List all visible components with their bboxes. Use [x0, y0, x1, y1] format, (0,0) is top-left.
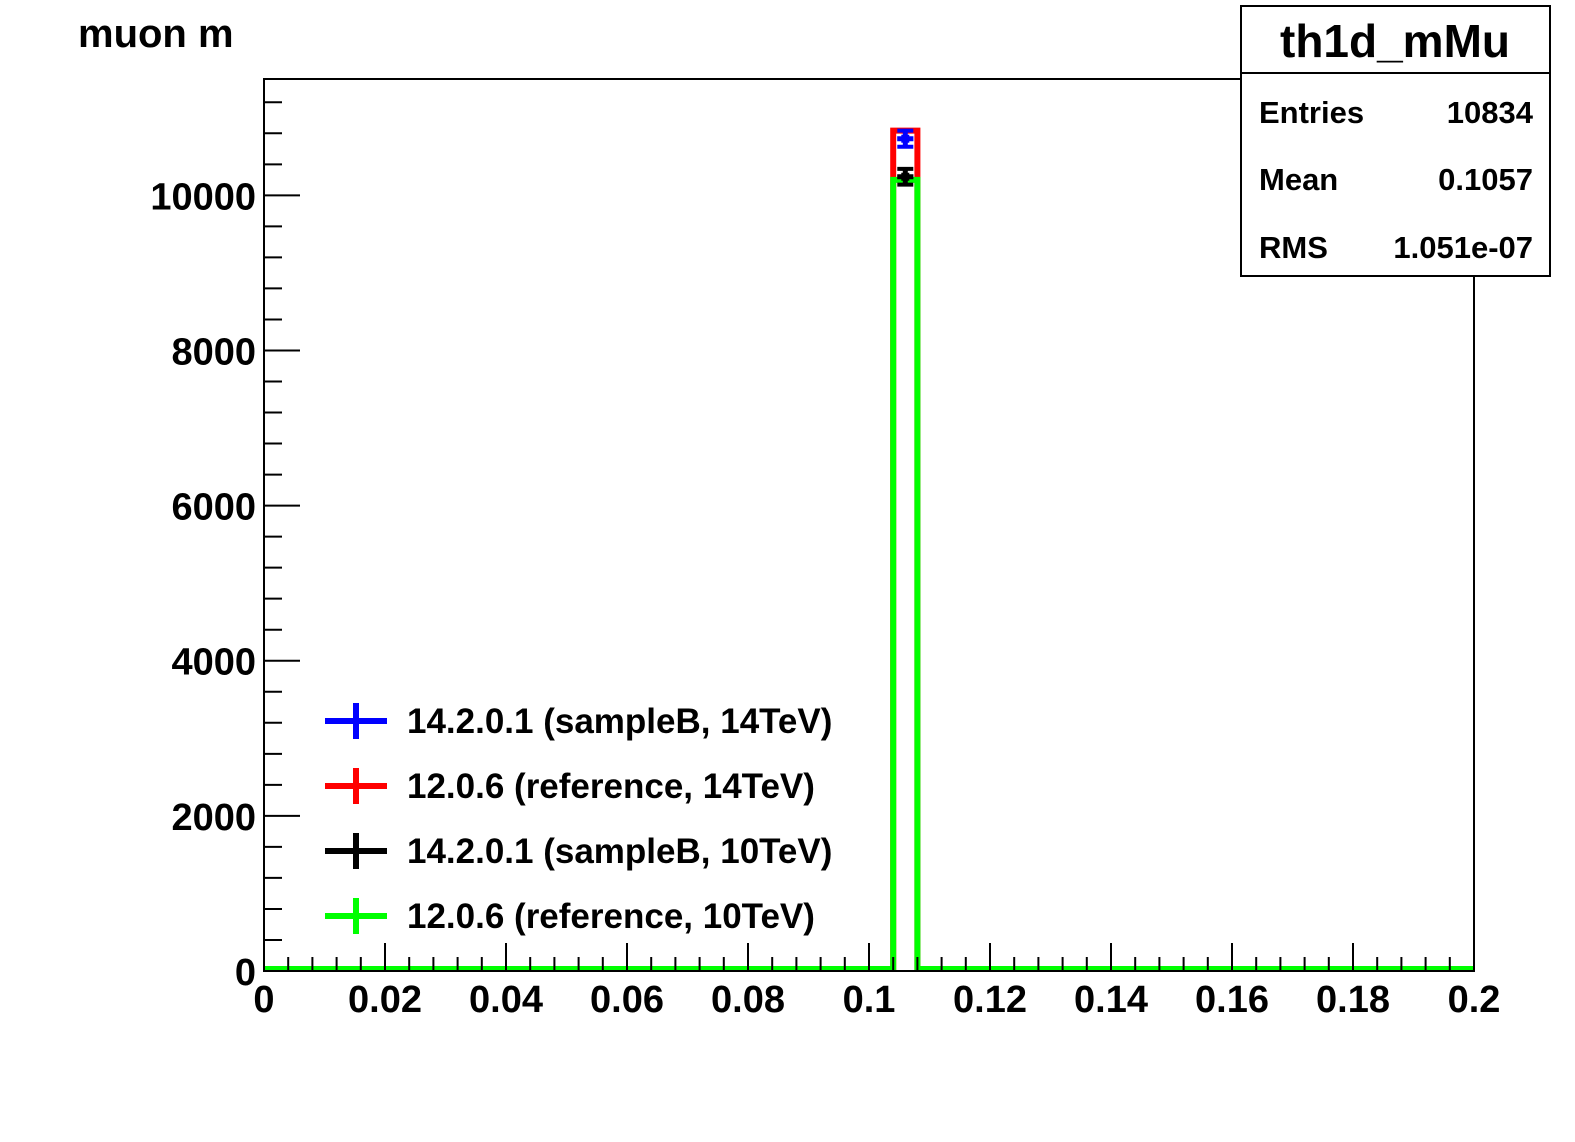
y-tick-label: 2000: [171, 797, 256, 839]
x-axis: 0 0.02 0.04 0.06 0.08 0.1 0.12 0.14 0.16 0.18 0.2: [253, 943, 1500, 1021]
stats-box-name: th1d_mMu: [1280, 15, 1510, 67]
legend-label-1: 12.0.6 (reference, 14TeV): [407, 767, 815, 806]
stats-box-frame: [1240, 5, 1551, 277]
x-tick-label: 0.1: [843, 979, 896, 1021]
stats-mean-value: 0.1057: [1438, 162, 1533, 197]
x-tick-label: 0.04: [469, 979, 543, 1021]
stats-entries-value: 10834: [1447, 95, 1534, 130]
legend-label-2: 14.2.0.1 (sampleB, 10TeV): [407, 832, 832, 871]
plot-area: [264, 127, 1474, 972]
legend-entry-0: 14.2.0.1 (sampleB, 14TeV): [325, 702, 832, 741]
x-tick-label: 0.08: [711, 979, 785, 1021]
y-tick-label: 6000: [171, 487, 256, 529]
x-tick-label: 0.14: [1074, 979, 1148, 1021]
x-tick-label: 0.12: [953, 979, 1027, 1021]
x-tick-label: 0.06: [590, 979, 664, 1021]
chart-title: muon m: [78, 12, 234, 56]
data-point-sampleb-10tev: [901, 172, 910, 181]
legend-label-0: 14.2.0.1 (sampleB, 14TeV): [407, 702, 832, 741]
x-tick-label: 0.18: [1316, 979, 1390, 1021]
stats-rms-label: RMS: [1259, 230, 1328, 265]
data-point-sampleb-14tev: [901, 134, 910, 143]
stats-entries-label: Entries: [1259, 95, 1364, 130]
x-tick-label: 0.16: [1195, 979, 1269, 1021]
x-tick-label: 0.02: [348, 979, 422, 1021]
y-tick-label: 4000: [171, 642, 256, 684]
x-tick-label: 0: [253, 979, 274, 1021]
stats-mean-label: Mean: [1259, 162, 1338, 197]
legend-entry-3: 12.0.6 (reference, 10TeV): [325, 897, 815, 936]
y-tick-label: 10000: [150, 176, 256, 218]
y-tick-label: 8000: [171, 331, 256, 373]
legend-label-3: 12.0.6 (reference, 10TeV): [407, 897, 815, 936]
legend: 14.2.0.1 (sampleB, 14TeV) 12.0.6 (refere…: [325, 702, 832, 936]
stats-box: th1d_mMu Entries 10834 Mean 0.1057 RMS 1…: [1240, 5, 1551, 277]
x-tick-label: 0.2: [1448, 979, 1501, 1021]
y-tick-label: 0: [235, 952, 256, 994]
y-axis: 0 2000 4000 6000 8000 10000: [150, 101, 300, 994]
legend-entry-2: 14.2.0.1 (sampleB, 10TeV): [325, 832, 832, 871]
legend-entry-1: 12.0.6 (reference, 14TeV): [325, 767, 815, 806]
stats-rms-value: 1.051e-07: [1393, 230, 1533, 265]
